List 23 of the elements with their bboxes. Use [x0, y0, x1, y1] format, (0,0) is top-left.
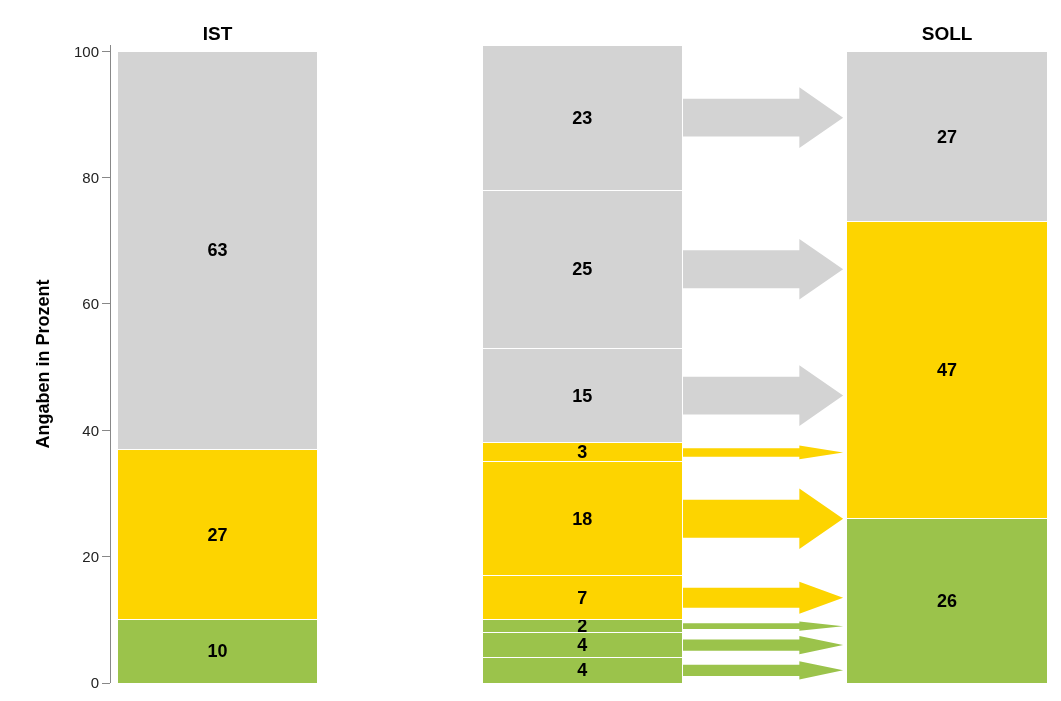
data-label: 3 [577, 442, 588, 463]
y-tick-label: 60 [82, 295, 99, 313]
data-label: 23 [572, 107, 593, 128]
data-label: 26 [937, 590, 958, 611]
data-label: 7 [577, 587, 588, 608]
data-label: 10 [207, 641, 228, 662]
data-label: 47 [937, 360, 958, 381]
data-label: 27 [207, 524, 228, 545]
y-tick-label: 100 [73, 42, 99, 60]
y-axis-title: Angaben in Prozent [33, 279, 54, 449]
x-tick-label: IST [202, 23, 233, 45]
data-label: 63 [207, 240, 228, 261]
y-tick-label: 20 [82, 547, 99, 565]
y-tick-label: 80 [82, 168, 99, 186]
data-label: 15 [572, 385, 593, 406]
y-tick-label: 0 [90, 674, 99, 692]
data-label: 4 [577, 660, 588, 681]
data-label: 18 [572, 508, 593, 529]
y-tick-label: 40 [82, 421, 99, 439]
data-label: 25 [572, 259, 593, 280]
data-label: 4 [577, 635, 588, 656]
data-label: 27 [937, 126, 958, 147]
x-tick-label: SOLL [921, 23, 973, 45]
